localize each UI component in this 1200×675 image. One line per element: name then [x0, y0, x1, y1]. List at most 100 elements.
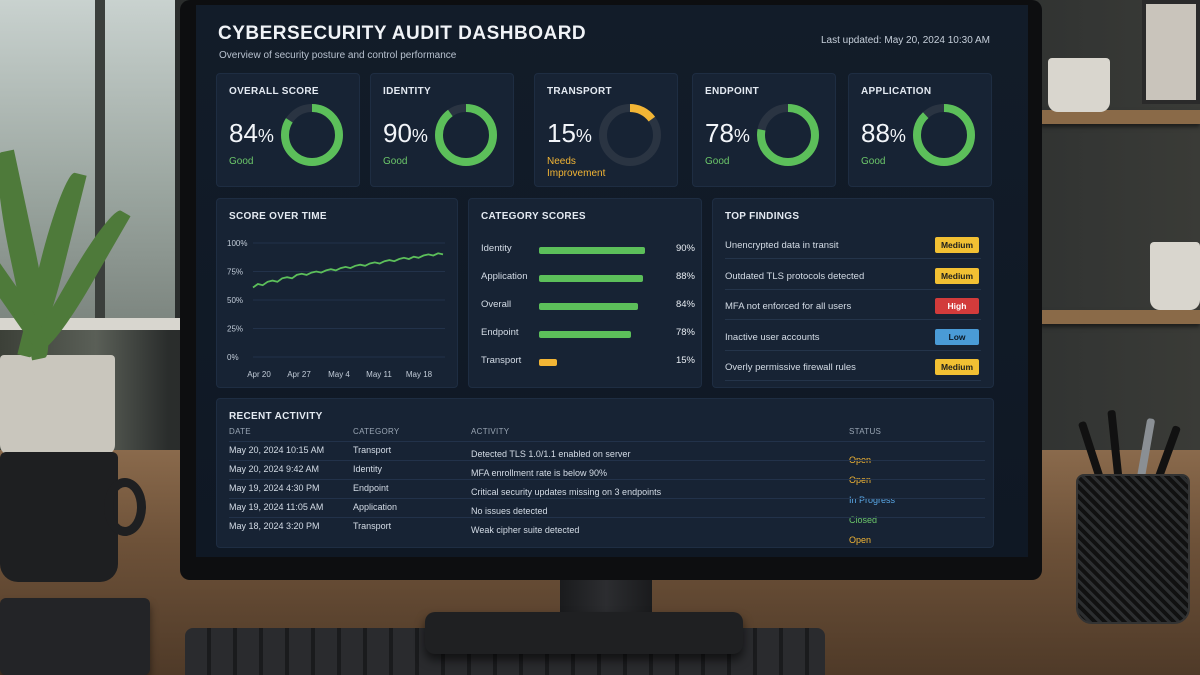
- activity-description[interactable]: Critical security updates missing on 3 e…: [471, 487, 662, 497]
- finding-row[interactable]: Outdated TLS protocols detected Medium: [725, 264, 981, 290]
- kpi-label: APPLICATION: [861, 86, 932, 97]
- category-score-row[interactable]: Identity 90%: [481, 243, 699, 257]
- category-scores-card: CATEGORY SCORES Identity 90% Application…: [468, 198, 702, 388]
- shelf-plant-pot: [1048, 58, 1110, 112]
- dashboard-screen: CYBERSECURITY AUDIT DASHBOARD Overview o…: [196, 5, 1028, 557]
- activity-date: May 19, 2024 11:05 AM: [229, 502, 324, 512]
- finding-row[interactable]: Overly permissive firewall rules Medium: [725, 355, 981, 381]
- category-value: 90%: [675, 243, 695, 254]
- x-tick-label: Apr 27: [287, 370, 311, 379]
- activity-category: Application: [353, 502, 398, 512]
- kpi-status: Good: [383, 156, 408, 167]
- kpi-donut-ring: [913, 104, 975, 166]
- y-tick-label: 0%: [227, 353, 239, 362]
- y-tick-label: 25%: [227, 325, 243, 334]
- category-bar-track: [539, 247, 657, 254]
- column-header-category[interactable]: CATEGORY: [353, 427, 400, 436]
- column-header-status[interactable]: STATUS: [849, 427, 882, 436]
- category-bar-fill: [539, 359, 557, 366]
- column-header-date[interactable]: DATE: [229, 427, 251, 436]
- activity-description[interactable]: Weak cipher suite detected: [471, 525, 580, 535]
- table-row-divider: [229, 460, 985, 461]
- table-row-divider: [229, 498, 985, 499]
- activity-status[interactable]: Open: [849, 535, 872, 545]
- kpi-donut-fill: [913, 104, 975, 166]
- finding-row[interactable]: Inactive user accounts Low: [725, 325, 981, 351]
- category-bar-track: [539, 303, 657, 310]
- finding-text: Outdated TLS protocols detected: [725, 270, 865, 282]
- kpi-donut-ring: [435, 104, 497, 166]
- finding-row[interactable]: MFA not enforced for all users High: [725, 294, 981, 320]
- score-series-line: [252, 252, 444, 289]
- category-bar-track: [539, 275, 657, 282]
- kpi-label: TRANSPORT: [547, 86, 612, 97]
- category-bar-fill: [539, 275, 643, 282]
- activity-description[interactable]: MFA enrollment rate is below 90%: [471, 468, 608, 478]
- finding-row[interactable]: Unencrypted data in transit Medium: [725, 233, 981, 259]
- x-tick-label: Apr 20: [247, 370, 271, 379]
- wall-shelf-top: [1040, 110, 1200, 124]
- kpi-status: Needs Improvement: [547, 156, 606, 179]
- y-tick-label: 100%: [227, 239, 247, 248]
- category-value: 78%: [675, 327, 695, 338]
- score-over-time-card: SCORE OVER TIME 100% 75% 50% 25% 0% Apr 20 Apr…: [216, 198, 458, 388]
- category-score-row[interactable]: Endpoint 78%: [481, 327, 699, 341]
- kpi-label: ENDPOINT: [705, 86, 760, 97]
- kpi-card-identity[interactable]: IDENTITY 90% Good: [370, 73, 514, 187]
- kpi-donut-fill: [599, 104, 661, 166]
- severity-badge: Medium: [935, 267, 979, 284]
- category-value: 84%: [675, 299, 695, 310]
- activity-description[interactable]: Detected TLS 1.0/1.1 enabled on server: [471, 449, 631, 459]
- kpi-card-overall-score[interactable]: OVERALL SCORE 84% Good: [216, 73, 360, 187]
- severity-badge: Medium: [935, 359, 979, 375]
- activity-category: Transport: [353, 445, 392, 455]
- column-header-activity[interactable]: ACTIVITY: [471, 427, 510, 436]
- kpi-value: 90%: [383, 118, 428, 148]
- category-score-row[interactable]: Overall 84%: [481, 299, 699, 313]
- category-score-row[interactable]: Application 88%: [481, 271, 699, 285]
- y-tick-label: 75%: [227, 268, 243, 277]
- category-bar-track: [539, 359, 657, 366]
- top-findings-card: TOP FINDINGS Unencrypted data in transit…: [712, 198, 994, 388]
- activity-status[interactable]: Open: [849, 475, 872, 485]
- finding-text: MFA not enforced for all users: [725, 301, 852, 312]
- y-tick-label: 50%: [227, 296, 243, 305]
- category-value: 15%: [675, 355, 695, 366]
- finding-text: Overly permissive firewall rules: [725, 362, 856, 373]
- kpi-value: 78%: [705, 118, 750, 148]
- kpi-donut-fill: [281, 104, 343, 166]
- kpi-donut-ring: [757, 104, 819, 166]
- activity-date: May 20, 2024 10:15 AM: [229, 445, 325, 455]
- kpi-status: Good: [861, 156, 886, 167]
- table-row-divider: [229, 517, 985, 518]
- kpi-label: IDENTITY: [383, 86, 431, 97]
- activity-description[interactable]: No issues detected: [471, 506, 548, 516]
- kpi-donut-ring: [599, 104, 661, 166]
- coffee-mug-handle: [104, 478, 146, 536]
- kpi-card-application[interactable]: APPLICATION 88% Good: [848, 73, 992, 187]
- x-tick-label: May 18: [406, 370, 433, 379]
- notebook: [0, 598, 150, 675]
- kpi-card-transport[interactable]: TRANSPORT 15% Needs Improvement: [534, 73, 678, 187]
- score-over-time-title: SCORE OVER TIME: [229, 211, 327, 222]
- category-name: Transport: [481, 355, 522, 366]
- window-mullion: [95, 0, 105, 320]
- finding-text: Inactive user accounts: [725, 331, 820, 343]
- top-findings-title: TOP FINDINGS: [725, 211, 800, 222]
- activity-status[interactable]: In Progress: [849, 495, 896, 505]
- page-title: CYBERSECURITY AUDIT DASHBOARD: [218, 23, 587, 44]
- category-name: Overall: [481, 299, 512, 310]
- severity-badge: Medium: [935, 237, 979, 253]
- activity-category: Identity: [353, 464, 383, 474]
- category-bar-fill: [539, 331, 632, 338]
- wall-picture-frame: [1142, 0, 1200, 104]
- score-over-time-chart: 100% 75% 50% 25% 0% Apr 20 Apr 27 May 4 May 11 Ma…: [227, 239, 445, 379]
- kpi-value: 15%: [547, 118, 592, 148]
- kpi-card-endpoint[interactable]: ENDPOINT 78% Good: [692, 73, 836, 187]
- severity-badge: Low: [935, 328, 979, 345]
- activity-status[interactable]: Closed: [849, 515, 878, 525]
- category-score-row[interactable]: Transport 15%: [481, 355, 699, 369]
- kpi-label: OVERALL SCORE: [229, 86, 319, 97]
- shelf-plant-pot-2: [1150, 242, 1200, 310]
- category-bar-track: [539, 331, 657, 338]
